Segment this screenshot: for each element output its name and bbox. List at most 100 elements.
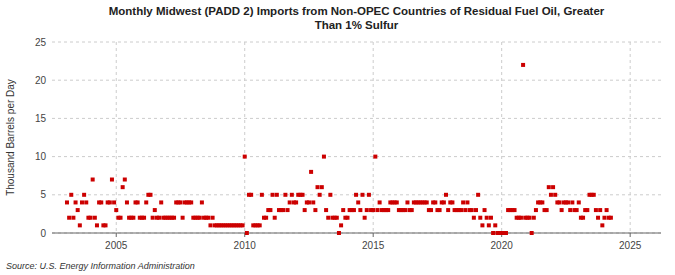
- title-line: Monthly Midwest (PADD 2) Imports from No…: [109, 5, 605, 17]
- point: [67, 216, 71, 220]
- point: [472, 216, 476, 220]
- point: [281, 208, 285, 212]
- point: [288, 200, 292, 204]
- point: [491, 231, 495, 235]
- point: [260, 193, 264, 197]
- point: [521, 63, 525, 67]
- point: [157, 216, 161, 220]
- x-tick-label: 2015: [362, 240, 385, 251]
- point: [425, 200, 429, 204]
- point: [558, 200, 562, 204]
- x-tick-label: 2020: [491, 240, 514, 251]
- point: [444, 193, 448, 197]
- point: [568, 208, 572, 212]
- x-tick: [373, 233, 374, 237]
- point: [386, 208, 390, 212]
- point: [99, 200, 103, 204]
- point: [80, 200, 84, 204]
- y-grid-line: [52, 42, 661, 43]
- point: [273, 216, 277, 220]
- point: [450, 200, 454, 204]
- point: [602, 216, 606, 220]
- point: [532, 216, 536, 220]
- point: [303, 208, 307, 212]
- point: [114, 208, 118, 212]
- point: [249, 193, 253, 197]
- point: [245, 231, 249, 235]
- point: [95, 223, 99, 227]
- point: [119, 216, 123, 220]
- point: [93, 216, 97, 220]
- title: Monthly Midwest (PADD 2) Imports from No…: [109, 5, 605, 31]
- point: [429, 208, 433, 212]
- point: [264, 216, 268, 220]
- point: [480, 223, 484, 227]
- point: [313, 208, 317, 212]
- y-tick-label: 20: [35, 75, 47, 86]
- point: [470, 208, 474, 212]
- point: [91, 178, 95, 182]
- point: [605, 208, 609, 212]
- point: [446, 208, 450, 212]
- point: [465, 200, 469, 204]
- point: [172, 216, 176, 220]
- title-line: Than 1% Sulfur: [315, 19, 399, 31]
- point: [159, 200, 163, 204]
- point: [324, 208, 328, 212]
- x-grid-line: [630, 42, 631, 233]
- point: [65, 200, 69, 204]
- point: [283, 193, 287, 197]
- source-note: Source: U.S. Energy Information Administ…: [6, 261, 195, 271]
- point: [570, 200, 574, 204]
- point: [76, 208, 80, 212]
- point: [136, 200, 140, 204]
- point: [534, 208, 538, 212]
- point: [268, 208, 272, 212]
- point: [69, 193, 73, 197]
- point: [483, 208, 487, 212]
- point: [286, 208, 290, 212]
- point: [528, 216, 532, 220]
- point: [530, 231, 534, 235]
- point: [459, 208, 463, 212]
- point: [243, 155, 247, 159]
- x-tick-label: 2025: [619, 240, 642, 251]
- point: [301, 193, 305, 197]
- point: [275, 193, 279, 197]
- point: [148, 193, 152, 197]
- chart-container: Monthly Midwest (PADD 2) Imports from No…: [0, 0, 675, 275]
- point: [318, 193, 322, 197]
- y-grid-line: [52, 118, 661, 119]
- point: [82, 193, 86, 197]
- point: [341, 208, 345, 212]
- points: [65, 63, 613, 235]
- x-axis-line: [52, 233, 661, 234]
- point: [208, 223, 212, 227]
- point: [125, 200, 129, 204]
- point: [112, 200, 116, 204]
- point: [352, 208, 356, 212]
- x-tick-label: 2010: [234, 240, 257, 251]
- y-grid-line: [52, 80, 661, 81]
- y-grid-line: [52, 233, 661, 234]
- point: [547, 185, 551, 189]
- point: [581, 216, 585, 220]
- point: [596, 216, 600, 220]
- point: [178, 200, 182, 204]
- point: [258, 223, 262, 227]
- point: [316, 185, 320, 189]
- point: [519, 216, 523, 220]
- point: [189, 200, 193, 204]
- point: [74, 200, 78, 204]
- y-tick-label: 0: [40, 228, 46, 239]
- point: [438, 208, 442, 212]
- point: [346, 216, 350, 220]
- point: [144, 200, 148, 204]
- grid: [52, 42, 661, 233]
- point: [598, 208, 602, 212]
- chart-svg: Monthly Midwest (PADD 2) Imports from No…: [0, 0, 675, 275]
- point: [403, 208, 407, 212]
- point: [309, 170, 313, 174]
- point: [551, 185, 555, 189]
- point: [328, 193, 332, 197]
